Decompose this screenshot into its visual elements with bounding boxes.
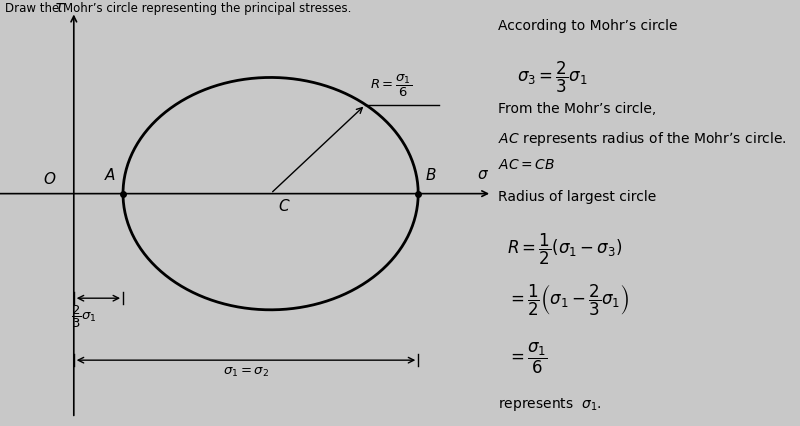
Text: represents  $\sigma_1$.: represents $\sigma_1$.	[498, 396, 602, 413]
Text: $AC$ represents radius of the Mohr’s circle.: $AC$ represents radius of the Mohr’s cir…	[498, 130, 786, 148]
Text: $AC=CB$: $AC=CB$	[498, 158, 555, 172]
Text: $= \dfrac{\sigma_1}{6}$: $= \dfrac{\sigma_1}{6}$	[507, 341, 548, 376]
Text: O: O	[43, 172, 55, 187]
Text: $= \dfrac{1}{2}\left(\sigma_1 - \dfrac{2}{3}\sigma_1\right)$: $= \dfrac{1}{2}\left(\sigma_1 - \dfrac{2…	[507, 283, 630, 319]
Text: C: C	[278, 199, 289, 214]
Text: $\dfrac{2}{3}\sigma_1$: $\dfrac{2}{3}\sigma_1$	[71, 304, 96, 330]
Text: $\sigma_3 = \dfrac{2}{3}\sigma_1$: $\sigma_3 = \dfrac{2}{3}\sigma_1$	[517, 60, 587, 95]
Text: Radius of largest circle: Radius of largest circle	[498, 190, 657, 204]
Text: A: A	[106, 168, 116, 183]
Text: According to Mohr’s circle: According to Mohr’s circle	[498, 19, 678, 33]
Text: Draw the Mohr’s circle representing the principal stresses.: Draw the Mohr’s circle representing the …	[5, 3, 351, 15]
Text: $R=\dfrac{\sigma_1}{6}$: $R=\dfrac{\sigma_1}{6}$	[370, 72, 413, 99]
Text: From the Mohr’s circle,: From the Mohr’s circle,	[498, 102, 657, 116]
Text: B: B	[426, 168, 436, 183]
Text: $R = \dfrac{1}{2}(\sigma_1 - \sigma_3)$: $R = \dfrac{1}{2}(\sigma_1 - \sigma_3)$	[507, 232, 623, 268]
Text: τ: τ	[55, 0, 64, 15]
Text: $\sigma_1=\sigma_2$: $\sigma_1=\sigma_2$	[223, 366, 269, 379]
Text: σ: σ	[478, 167, 487, 182]
